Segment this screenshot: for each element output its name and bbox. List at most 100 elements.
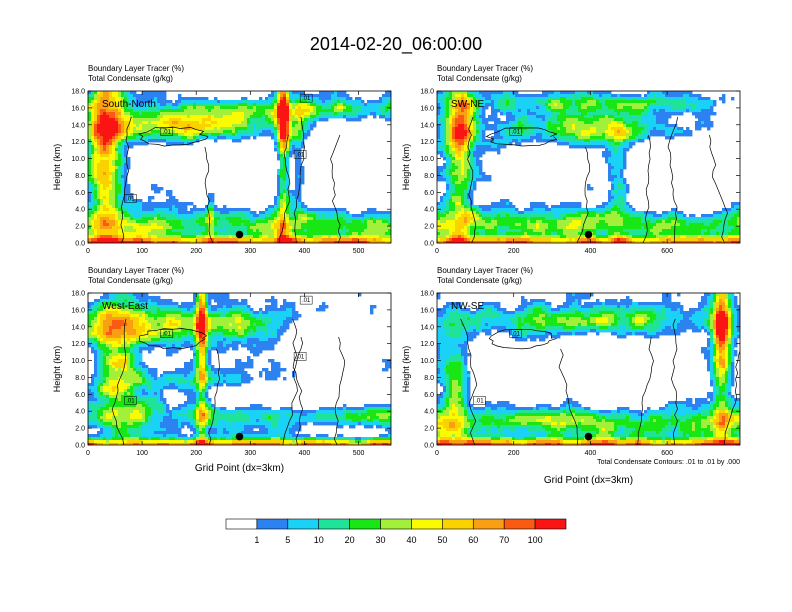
field-cell <box>91 148 95 152</box>
field-cell <box>458 148 462 152</box>
field-cell <box>202 118 206 122</box>
field-cell <box>112 94 116 98</box>
field-cell <box>274 229 278 233</box>
field-cell <box>163 223 167 227</box>
field-cell <box>449 139 453 143</box>
field-cell <box>88 136 92 140</box>
field-cell <box>121 235 125 239</box>
field-cell <box>265 238 269 242</box>
field-cell <box>343 103 347 107</box>
field-cell <box>572 145 576 149</box>
field-cell <box>539 112 543 116</box>
field-cell <box>683 109 687 113</box>
field-cell <box>211 217 215 221</box>
field-cell <box>139 208 143 212</box>
field-cell <box>533 136 537 140</box>
field-cell <box>590 115 594 119</box>
field-cell <box>145 202 149 206</box>
field-cell <box>232 214 236 218</box>
field-cell <box>653 118 657 122</box>
field-cell <box>118 163 122 167</box>
field-cell <box>548 100 552 104</box>
field-cell <box>301 133 305 137</box>
field-cell <box>464 181 468 185</box>
field-cell <box>178 238 182 242</box>
field-cell <box>629 115 633 119</box>
field-cell <box>364 220 368 224</box>
field-cell <box>560 94 564 98</box>
field-cell <box>602 133 606 137</box>
field-cell <box>106 172 110 176</box>
field-cell <box>536 127 540 131</box>
field-cell <box>280 205 284 209</box>
field-cell <box>130 193 134 197</box>
field-cell <box>280 121 284 125</box>
field-cell <box>199 112 203 116</box>
field-cell <box>629 103 633 107</box>
field-cell <box>440 124 444 128</box>
field-cell <box>641 121 645 125</box>
field-cell <box>349 232 353 236</box>
field-cell <box>112 145 116 149</box>
field-cell <box>178 229 182 233</box>
field-cell <box>584 145 588 149</box>
field-cell <box>449 112 453 116</box>
field-cell <box>473 169 477 173</box>
field-cell <box>566 130 570 134</box>
field-cell <box>680 106 684 110</box>
field-cell <box>97 220 101 224</box>
field-cell <box>500 112 504 116</box>
field-cell <box>440 100 444 104</box>
field-cell <box>364 211 368 215</box>
field-cell <box>337 112 341 116</box>
field-cell <box>310 232 314 236</box>
field-cell <box>217 100 221 104</box>
field-cell <box>304 211 308 215</box>
field-cell <box>614 133 618 137</box>
field-cell <box>295 103 299 107</box>
field-cell <box>217 127 221 131</box>
field-cell <box>470 139 474 143</box>
field-cell <box>452 166 456 170</box>
field-cell <box>97 166 101 170</box>
field-cell <box>169 238 173 242</box>
field-cell <box>235 130 239 134</box>
field-cell <box>100 208 104 212</box>
field-cell <box>638 130 642 134</box>
field-cell <box>136 130 140 134</box>
field-cell <box>662 91 666 95</box>
field-cell <box>566 139 570 143</box>
field-cell <box>256 109 260 113</box>
field-cell <box>118 229 122 233</box>
field-cell <box>382 109 386 113</box>
field-cell <box>292 232 296 236</box>
field-cell <box>509 106 513 110</box>
field-cell <box>100 97 104 101</box>
field-cell <box>385 106 389 110</box>
field-cell <box>358 241 362 243</box>
field-cell <box>626 106 630 110</box>
field-cell <box>602 106 606 110</box>
field-cell <box>91 205 95 209</box>
field-cell <box>530 124 534 128</box>
field-cell <box>205 109 209 113</box>
field-cell <box>626 127 630 131</box>
field-cell <box>241 238 245 242</box>
field-cell <box>557 121 561 125</box>
field-cell <box>109 145 113 149</box>
field-cell <box>247 136 251 140</box>
field-cell <box>106 157 110 161</box>
field-cell <box>292 112 296 116</box>
field-cell <box>154 94 158 98</box>
field-cell <box>103 241 107 243</box>
field-cell <box>385 232 389 236</box>
field-cell <box>124 223 128 227</box>
field-cell <box>301 103 305 107</box>
field-cell <box>265 106 269 110</box>
field-cell <box>668 124 672 128</box>
field-cell <box>280 154 284 158</box>
field-cell <box>244 133 248 137</box>
field-cell <box>473 91 477 95</box>
field-cell <box>262 241 266 243</box>
field-cell <box>632 109 636 113</box>
